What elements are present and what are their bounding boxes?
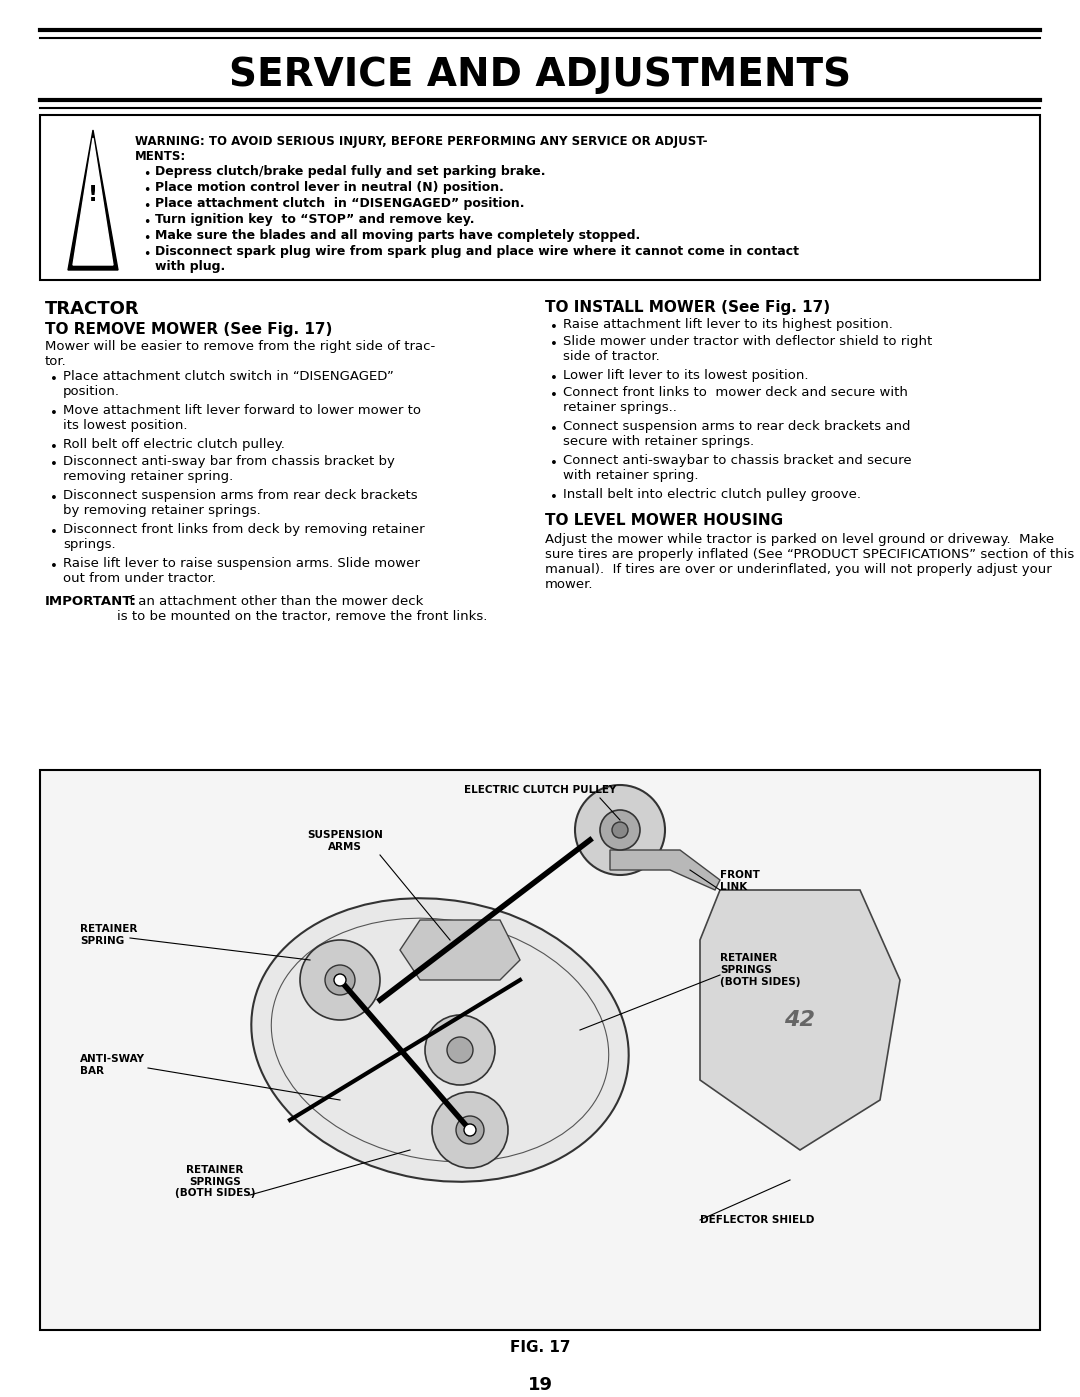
Circle shape [600, 810, 640, 849]
Ellipse shape [252, 898, 629, 1182]
Text: Disconnect anti-sway bar from chassis bracket by
removing retainer spring.: Disconnect anti-sway bar from chassis br… [63, 455, 395, 483]
Text: Adjust the mower while tractor is parked on level ground or driveway.  Make sure: Adjust the mower while tractor is parked… [545, 534, 1075, 591]
Circle shape [426, 1016, 495, 1085]
Text: 19: 19 [527, 1376, 553, 1394]
Text: •: • [143, 217, 150, 229]
Text: TO REMOVE MOWER (See Fig. 17): TO REMOVE MOWER (See Fig. 17) [45, 321, 333, 337]
Text: •: • [550, 372, 558, 386]
Text: FIG. 17: FIG. 17 [510, 1341, 570, 1355]
Text: Connect anti-swaybar to chassis bracket and secure
with retainer spring.: Connect anti-swaybar to chassis bracket … [563, 454, 912, 482]
Text: SERVICE AND ADJUSTMENTS: SERVICE AND ADJUSTMENTS [229, 56, 851, 94]
Text: WARNING: TO AVOID SERIOUS INJURY, BEFORE PERFORMING ANY SERVICE OR ADJUST-
MENTS: WARNING: TO AVOID SERIOUS INJURY, BEFORE… [135, 136, 707, 163]
Text: Turn ignition key  to “STOP” and remove key.: Turn ignition key to “STOP” and remove k… [156, 212, 474, 226]
Text: TO LEVEL MOWER HOUSING: TO LEVEL MOWER HOUSING [545, 513, 783, 528]
Text: ANTI-SWAY
BAR: ANTI-SWAY BAR [80, 1055, 145, 1076]
Text: Disconnect spark plug wire from spark plug and place wire where it cannot come i: Disconnect spark plug wire from spark pl… [156, 244, 799, 272]
Text: !: ! [87, 184, 98, 205]
Text: •: • [50, 407, 58, 420]
Circle shape [325, 965, 355, 995]
Text: •: • [143, 168, 150, 182]
Text: IMPORTANT:: IMPORTANT: [45, 595, 137, 608]
Text: 42: 42 [784, 1010, 815, 1030]
Text: Raise lift lever to raise suspension arms. Slide mower
out from under tractor.: Raise lift lever to raise suspension arm… [63, 557, 420, 585]
Polygon shape [73, 138, 113, 265]
Text: Mower will be easier to remove from the right side of trac-
tor.: Mower will be easier to remove from the … [45, 339, 435, 367]
Text: Place attachment clutch  in “DISENGAGED” position.: Place attachment clutch in “DISENGAGED” … [156, 197, 525, 210]
Text: •: • [550, 490, 558, 504]
Text: •: • [50, 527, 58, 539]
Text: Disconnect front links from deck by removing retainer
springs.: Disconnect front links from deck by remo… [63, 522, 424, 550]
Text: •: • [50, 458, 58, 471]
Polygon shape [700, 890, 900, 1150]
Text: TRACTOR: TRACTOR [45, 300, 139, 319]
Text: Connect front links to  mower deck and secure with
retainer springs..: Connect front links to mower deck and se… [563, 386, 908, 414]
Text: •: • [143, 200, 150, 212]
FancyBboxPatch shape [40, 770, 1040, 1330]
FancyBboxPatch shape [40, 115, 1040, 279]
Polygon shape [610, 849, 720, 890]
Text: •: • [143, 184, 150, 197]
Text: •: • [50, 441, 58, 454]
Text: •: • [550, 338, 558, 351]
Text: DEFLECTOR SHIELD: DEFLECTOR SHIELD [700, 1215, 814, 1225]
Text: Place attachment clutch switch in “DISENGAGED”
position.: Place attachment clutch switch in “DISEN… [63, 370, 394, 398]
Text: ELECTRIC CLUTCH PULLEY: ELECTRIC CLUTCH PULLEY [463, 785, 617, 795]
Circle shape [456, 1116, 484, 1144]
Polygon shape [68, 130, 118, 270]
Text: Move attachment lift lever forward to lower mower to
its lowest position.: Move attachment lift lever forward to lo… [63, 404, 421, 432]
Text: RETAINER
SPRING: RETAINER SPRING [80, 925, 137, 946]
Text: Install belt into electric clutch pulley groove.: Install belt into electric clutch pulley… [563, 488, 861, 502]
Text: •: • [143, 249, 150, 261]
Text: •: • [50, 373, 58, 386]
Text: •: • [143, 232, 150, 244]
Text: Make sure the blades and all moving parts have completely stopped.: Make sure the blades and all moving part… [156, 229, 640, 242]
Text: •: • [50, 560, 58, 573]
Text: TO INSTALL MOWER (See Fig. 17): TO INSTALL MOWER (See Fig. 17) [545, 300, 831, 314]
Circle shape [300, 940, 380, 1020]
Circle shape [575, 785, 665, 875]
Text: •: • [550, 388, 558, 402]
Text: FRONT
LINK: FRONT LINK [720, 870, 760, 891]
Circle shape [464, 1125, 476, 1136]
Text: Roll belt off electric clutch pulley.: Roll belt off electric clutch pulley. [63, 439, 285, 451]
Text: RETAINER
SPRINGS
(BOTH SIDES): RETAINER SPRINGS (BOTH SIDES) [175, 1165, 255, 1199]
Text: Lower lift lever to its lowest position.: Lower lift lever to its lowest position. [563, 369, 809, 381]
Circle shape [334, 974, 346, 986]
Circle shape [612, 821, 627, 838]
Text: •: • [550, 457, 558, 469]
Text: Raise attachment lift lever to its highest position.: Raise attachment lift lever to its highe… [563, 319, 893, 331]
Text: Depress clutch/brake pedal fully and set parking brake.: Depress clutch/brake pedal fully and set… [156, 165, 545, 177]
Text: •: • [550, 423, 558, 436]
Text: •: • [50, 492, 58, 504]
Circle shape [447, 1037, 473, 1063]
Text: If an attachment other than the mower deck
is to be mounted on the tractor, remo: If an attachment other than the mower de… [117, 595, 487, 623]
Text: RETAINER
SPRINGS
(BOTH SIDES): RETAINER SPRINGS (BOTH SIDES) [720, 953, 800, 986]
Circle shape [432, 1092, 508, 1168]
Text: Place motion control lever in neutral (N) position.: Place motion control lever in neutral (N… [156, 182, 504, 194]
Text: Connect suspension arms to rear deck brackets and
secure with retainer springs.: Connect suspension arms to rear deck bra… [563, 420, 910, 448]
Text: SUSPENSION
ARMS: SUSPENSION ARMS [307, 830, 383, 852]
Text: Disconnect suspension arms from rear deck brackets
by removing retainer springs.: Disconnect suspension arms from rear dec… [63, 489, 418, 517]
Polygon shape [400, 921, 519, 981]
Text: •: • [550, 321, 558, 334]
Text: Slide mower under tractor with deflector shield to right
side of tractor.: Slide mower under tractor with deflector… [563, 335, 932, 363]
